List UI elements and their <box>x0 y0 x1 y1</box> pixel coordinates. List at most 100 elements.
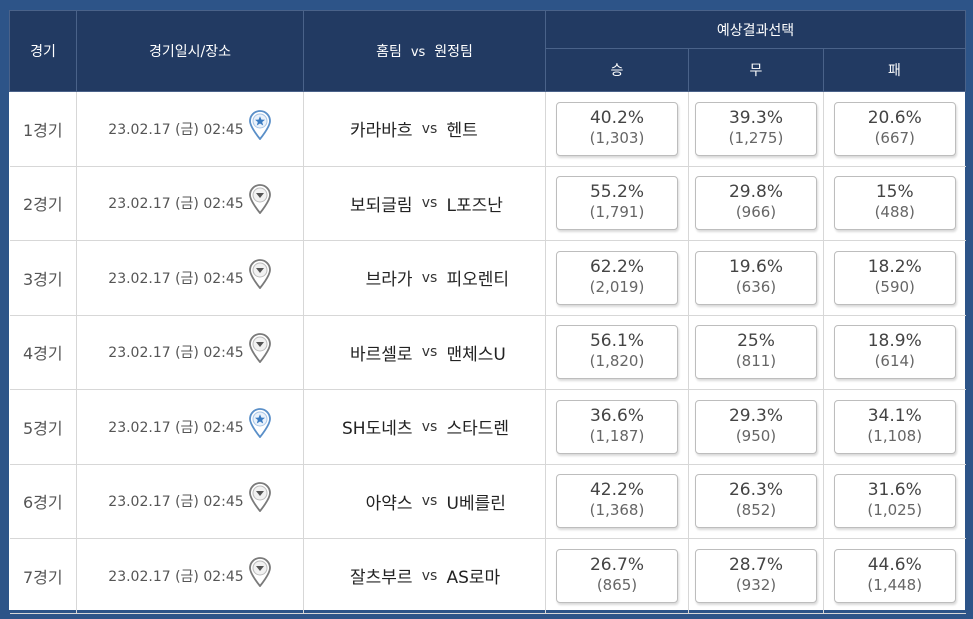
header-home: 홈팀 <box>376 44 402 60</box>
win-count: (1,187) <box>589 426 645 445</box>
away-team: 스타드렌 <box>446 419 510 440</box>
draw-count: (1,275) <box>728 128 784 147</box>
datetime-cell: 23.02.17 (금) 02:45 <box>76 315 304 390</box>
loss-percent: 34.1% <box>867 405 922 426</box>
home-team: 카라바흐 <box>349 121 413 142</box>
datetime-cell: 23.02.17 (금) 02:45 <box>76 389 304 465</box>
win-percent: 40.2% <box>589 107 644 128</box>
draw-select-button[interactable]: 28.7% (932) <box>695 548 817 603</box>
win-select-button[interactable]: 55.2% (1,791) <box>556 176 678 231</box>
teams-cell: 아약스 vs U베를린 <box>303 464 546 539</box>
win-cell: 40.2% (1,303) <box>545 91 689 167</box>
draw-select-button[interactable]: 39.3% (1,275) <box>695 101 817 156</box>
vs-label: vs <box>421 195 438 212</box>
location-pin-icon[interactable] <box>248 482 272 513</box>
draw-cell: 26.3% (852) <box>688 464 824 539</box>
draw-select-button[interactable]: 19.6% (636) <box>695 250 817 305</box>
header-loss: 패 <box>823 48 966 92</box>
away-team: AS로마 <box>446 568 501 589</box>
draw-percent: 26.3% <box>728 480 783 501</box>
table-row: 1경기 23.02.17 (금) 02:45 카라바흐 vs 헨트 40.2% (1,303… <box>9 91 966 167</box>
vs-label: vs <box>421 120 438 137</box>
loss-cell: 34.1% (1,108) <box>823 389 966 465</box>
draw-cell: 29.8% (966) <box>688 166 824 241</box>
datetime-text: 23.02.17 (금) 02:45 <box>108 345 244 362</box>
location-pin-icon[interactable] <box>248 184 272 215</box>
win-percent: 42.2% <box>589 480 644 501</box>
loss-select-button[interactable]: 34.1% (1,108) <box>833 399 956 454</box>
win-percent: 56.1% <box>589 331 644 352</box>
draw-select-button[interactable]: 25% (811) <box>695 325 817 380</box>
win-count: (2,019) <box>589 277 645 296</box>
win-select-button[interactable]: 36.6% (1,187) <box>556 399 678 454</box>
draw-count: (966) <box>735 203 777 222</box>
location-pin-icon[interactable] <box>248 258 272 290</box>
datetime-cell: 23.02.17 (금) 02:45 <box>76 538 304 614</box>
loss-cell: 44.6% (1,448) <box>823 538 966 614</box>
loss-cell: 31.6% (1,025) <box>823 464 966 539</box>
datetime-text: 23.02.17 (금) 02:45 <box>108 494 244 511</box>
win-select-button[interactable]: 62.2% (2,019) <box>556 250 678 305</box>
loss-select-button[interactable]: 15% (488) <box>833 176 956 231</box>
win-count: (1,791) <box>589 203 645 222</box>
draw-select-button[interactable]: 29.8% (966) <box>695 176 817 231</box>
header-win: 승 <box>545 48 689 92</box>
win-percent: 36.6% <box>589 405 644 426</box>
draw-count: (636) <box>735 277 777 296</box>
win-select-button[interactable]: 42.2% (1,368) <box>556 474 678 529</box>
home-team: 잘츠부르 <box>349 568 413 589</box>
loss-select-button[interactable]: 18.2% (590) <box>833 250 956 305</box>
vs-label: vs <box>421 344 438 361</box>
table-row: 7경기 23.02.17 (금) 02:45 잘츠부르 vs AS로마 26.7% (865… <box>9 538 966 614</box>
datetime-cell: 23.02.17 (금) 02:45 <box>76 464 304 539</box>
game-number: 5경기 <box>9 389 77 465</box>
header-vs: vs <box>410 45 426 60</box>
draw-cell: 39.3% (1,275) <box>688 91 824 167</box>
loss-select-button[interactable]: 20.6% (667) <box>833 101 956 156</box>
loss-percent: 15% <box>875 182 914 203</box>
draw-select-button[interactable]: 26.3% (852) <box>695 474 817 529</box>
win-count: (1,368) <box>589 501 645 520</box>
draw-cell: 28.7% (932) <box>688 538 824 614</box>
loss-select-button[interactable]: 31.6% (1,025) <box>833 474 956 529</box>
loss-cell: 20.6% (667) <box>823 91 966 167</box>
win-select-button[interactable]: 26.7% (865) <box>556 548 678 603</box>
loss-percent: 18.2% <box>867 256 922 277</box>
win-select-button[interactable]: 56.1% (1,820) <box>556 325 678 380</box>
location-star-pin-icon[interactable] <box>248 407 272 439</box>
draw-count: (852) <box>735 501 777 520</box>
teams-cell: 잘츠부르 vs AS로마 <box>303 538 546 614</box>
datetime-text: 23.02.17 (금) 02:45 <box>108 419 244 436</box>
draw-percent: 28.7% <box>728 554 783 575</box>
header-teams: 홈팀 vs 원정팀 <box>303 10 546 92</box>
datetime-cell: 23.02.17 (금) 02:45 <box>76 166 304 241</box>
win-cell: 26.7% (865) <box>545 538 689 614</box>
away-team: 헨트 <box>446 121 478 142</box>
win-select-button[interactable]: 40.2% (1,303) <box>556 101 678 156</box>
location-star-pin-icon[interactable] <box>248 109 272 141</box>
loss-percent: 18.9% <box>867 331 922 352</box>
table-row: 2경기 23.02.17 (금) 02:45 보되글림 vs L포즈난 55.2% (1,7… <box>9 166 966 241</box>
win-cell: 36.6% (1,187) <box>545 389 689 465</box>
header-away: 원정팀 <box>434 44 473 60</box>
draw-cell: 25% (811) <box>688 315 824 390</box>
table-row: 5경기 23.02.17 (금) 02:45 SH도네츠 vs 스타드렌 36.6% (1,… <box>9 389 966 465</box>
home-team: 아약스 <box>365 493 413 514</box>
table-row: 6경기 23.02.17 (금) 02:45 아약스 vs U베를린 42.2% (1,36… <box>9 464 966 539</box>
away-team: 맨체스U <box>446 344 506 365</box>
draw-count: (932) <box>735 575 777 594</box>
teams-cell: 브라가 vs 피오렌티 <box>303 240 546 316</box>
draw-select-button[interactable]: 29.3% (950) <box>695 399 817 454</box>
loss-select-button[interactable]: 44.6% (1,448) <box>833 548 956 603</box>
loss-cell: 18.2% (590) <box>823 240 966 316</box>
location-pin-icon[interactable] <box>248 333 272 364</box>
game-number: 3경기 <box>9 240 77 316</box>
location-pin-icon[interactable] <box>248 556 272 588</box>
vs-label: vs <box>421 567 438 584</box>
loss-count: (488) <box>874 203 915 222</box>
datetime-text: 23.02.17 (금) 02:45 <box>108 121 244 138</box>
vs-label: vs <box>421 269 438 286</box>
draw-percent: 39.3% <box>728 107 783 128</box>
loss-select-button[interactable]: 18.9% (614) <box>833 325 956 380</box>
game-number: 1경기 <box>9 91 77 167</box>
